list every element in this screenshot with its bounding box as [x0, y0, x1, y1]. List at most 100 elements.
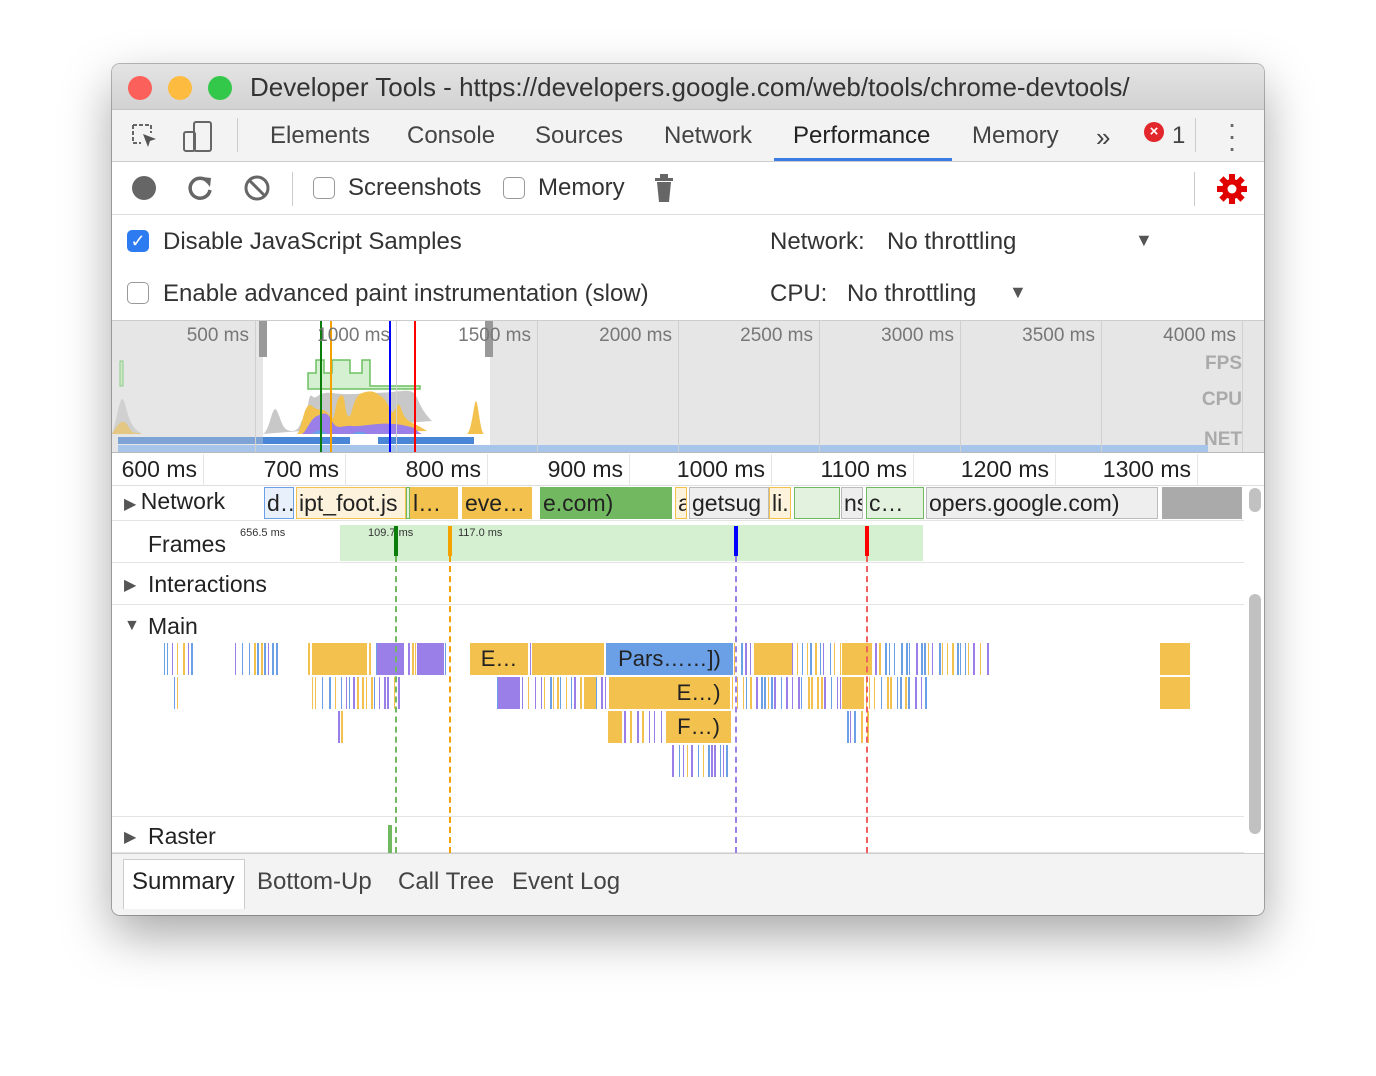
disable-js-samples-label[interactable]: Disable JavaScript Samples [163, 228, 462, 255]
flame-event[interactable] [312, 677, 313, 709]
flame-event[interactable] [942, 643, 943, 675]
flame-event[interactable] [571, 677, 572, 709]
flame-event[interactable] [698, 745, 699, 777]
flame-event[interactable] [530, 643, 531, 675]
flame-event[interactable] [257, 643, 259, 675]
flame-event[interactable] [842, 677, 864, 709]
flame-event[interactable] [254, 643, 256, 675]
flame-event[interactable] [687, 745, 688, 777]
flame-event[interactable] [897, 677, 898, 709]
flame-event[interactable] [960, 643, 961, 675]
flame-event[interactable] [734, 643, 735, 675]
flame-event[interactable] [235, 643, 236, 675]
flame-event[interactable] [847, 711, 849, 743]
flame-event[interactable] [642, 711, 644, 743]
network-dropdown-triangle-icon[interactable]: ▼ [1135, 230, 1153, 250]
tab-network[interactable]: Network [664, 122, 753, 149]
flame-event[interactable] [672, 745, 674, 777]
flame-event[interactable] [177, 643, 178, 675]
flame-event[interactable] [952, 643, 954, 675]
flame-event[interactable] [550, 677, 552, 709]
network-throttle-select[interactable]: No throttling [887, 228, 1017, 255]
error-count[interactable]: 1 [1172, 122, 1186, 149]
flame-event[interactable] [387, 677, 389, 709]
flame-event[interactable] [249, 643, 250, 675]
flame-event[interactable] [557, 677, 559, 709]
flame-event[interactable] [737, 677, 738, 709]
flame-event[interactable] [867, 711, 869, 743]
flame-event[interactable] [887, 677, 889, 709]
flame-event[interactable] [720, 745, 721, 777]
flame-event[interactable] [362, 677, 364, 709]
flame-event[interactable] [965, 643, 966, 675]
tab-summary[interactable]: Summary [132, 868, 235, 895]
flame-event[interactable] [756, 677, 758, 709]
tab-console[interactable]: Console [407, 122, 496, 149]
flame-event[interactable] [916, 643, 918, 675]
flame-event[interactable] [349, 677, 350, 709]
interactions-track[interactable]: ▶ Interactions [112, 563, 1244, 605]
minimize-window-button[interactable] [168, 76, 192, 100]
flame-event[interactable] [741, 643, 743, 675]
flame-event[interactable] [947, 643, 948, 675]
capture-settings-gear-icon[interactable] [1216, 173, 1248, 205]
network-request[interactable]: li. [769, 487, 791, 519]
flame-event[interactable] [417, 643, 444, 675]
record-icon[interactable] [132, 176, 156, 200]
flame-event[interactable] [553, 677, 554, 709]
advanced-paint-label[interactable]: Enable advanced paint instrumentation (s… [163, 280, 649, 307]
flame-event[interactable] [808, 677, 810, 709]
flame-event[interactable] [874, 677, 875, 709]
flame-event[interactable] [595, 677, 597, 709]
flame-event[interactable] [781, 677, 782, 709]
flame-event[interactable] [730, 711, 731, 743]
flame-event[interactable] [726, 745, 728, 777]
flame-event[interactable] [768, 677, 769, 709]
flame-event[interactable] [885, 643, 887, 675]
flame-event[interactable] [798, 677, 800, 709]
network-request[interactable]: getsug [689, 487, 769, 519]
network-scroll-thumb[interactable] [1249, 488, 1261, 512]
flame-event[interactable] [574, 677, 576, 709]
timeline-scrollbar[interactable] [1244, 486, 1264, 853]
network-request[interactable]: ipt_foot.js [296, 487, 406, 519]
flame-event[interactable] [792, 643, 793, 675]
flame-event[interactable] [308, 643, 310, 675]
flame-event[interactable] [566, 677, 567, 709]
main-track[interactable]: ▼ Main E… Pars……]) E…) F…) [112, 605, 1244, 817]
flame-event[interactable]: E… [469, 643, 529, 675]
flame-event[interactable] [786, 677, 788, 709]
flame-event[interactable] [276, 643, 278, 675]
network-track[interactable]: d…ipt_foot.jsl…eve…e.com)agetsugli. nsc…o… [112, 486, 1244, 521]
network-request[interactable]: d… [264, 487, 294, 519]
flame-event[interactable] [683, 745, 684, 777]
timing-marker[interactable] [394, 526, 398, 556]
flame-event[interactable] [312, 643, 367, 675]
flame-event[interactable] [901, 643, 903, 675]
flame-event[interactable] [609, 677, 668, 709]
flame-event[interactable] [412, 643, 414, 675]
flame-event[interactable] [875, 643, 877, 675]
timing-marker[interactable] [734, 526, 738, 556]
flame-event[interactable] [810, 643, 812, 675]
flame-event[interactable] [357, 677, 359, 709]
flame-event[interactable] [408, 643, 410, 675]
flame-event[interactable] [497, 677, 498, 709]
flame-event[interactable] [624, 711, 626, 743]
flame-event[interactable] [820, 643, 821, 675]
flame-event[interactable] [837, 677, 838, 709]
flame-event[interactable] [584, 677, 596, 709]
flame-event[interactable] [850, 711, 851, 743]
flame-event[interactable] [379, 677, 380, 709]
expand-triangle-icon[interactable]: ▶ [124, 577, 137, 594]
flame-event[interactable] [968, 643, 969, 675]
flame-event[interactable] [268, 643, 269, 675]
flame-event[interactable] [264, 643, 266, 675]
flame-event[interactable] [191, 643, 193, 675]
flame-event[interactable] [973, 643, 975, 675]
flame-event[interactable] [384, 677, 386, 709]
flame-event[interactable] [932, 643, 933, 675]
network-request[interactable] [1162, 487, 1242, 519]
flame-event[interactable] [394, 677, 395, 709]
close-window-button[interactable] [128, 76, 152, 100]
